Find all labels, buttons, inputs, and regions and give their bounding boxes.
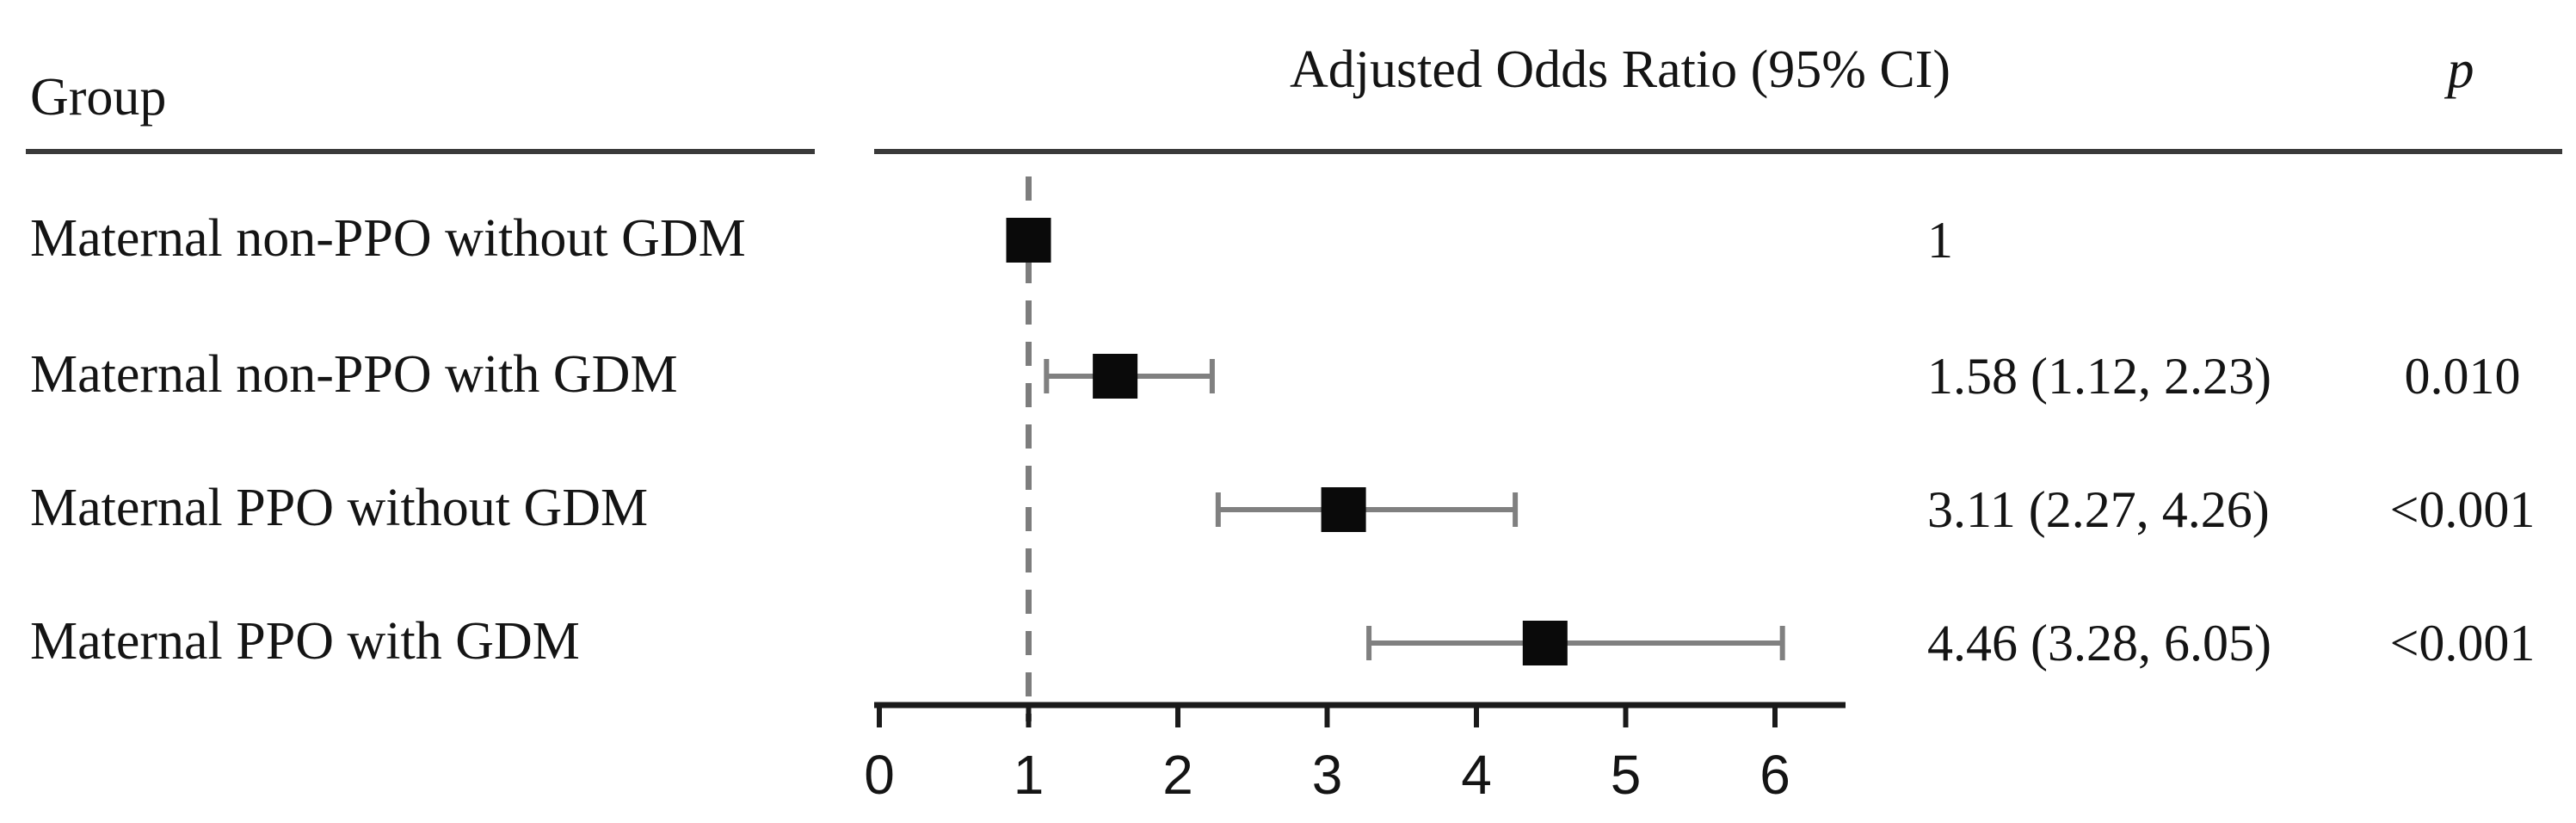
p-column-header: p bbox=[2447, 40, 2474, 99]
or-marker bbox=[1093, 354, 1138, 399]
group-header-rule bbox=[26, 149, 815, 154]
group-column-header: Group bbox=[30, 68, 167, 127]
p-value: <0.001 bbox=[2389, 481, 2536, 538]
or-marker bbox=[1006, 218, 1051, 263]
x-axis-tick-label: 2 bbox=[1162, 744, 1193, 806]
x-axis-tick-label: 0 bbox=[864, 744, 895, 806]
x-axis-tick-label: 3 bbox=[1312, 744, 1343, 806]
row-label: Maternal non-PPO with GDM bbox=[30, 345, 678, 404]
row-label: Maternal PPO with GDM bbox=[30, 612, 580, 671]
x-axis-tick-label: 4 bbox=[1461, 744, 1492, 806]
or-value: 4.46 (3.28, 6.05) bbox=[1927, 615, 2271, 671]
aor-column-header: Adjusted Odds Ratio (95% CI) bbox=[1289, 40, 1951, 99]
x-axis-tick-label: 5 bbox=[1611, 744, 1642, 806]
aor-header-rule bbox=[874, 149, 2562, 154]
x-axis-tick-label: 1 bbox=[1014, 744, 1045, 806]
p-value: 0.010 bbox=[2404, 348, 2521, 405]
x-axis-tick-label: 6 bbox=[1759, 744, 1790, 806]
row-label: Maternal non-PPO without GDM bbox=[30, 209, 746, 268]
or-value: 1.58 (1.12, 2.23) bbox=[1927, 348, 2271, 405]
row-label: Maternal PPO without GDM bbox=[30, 479, 649, 537]
or-marker bbox=[1522, 621, 1568, 665]
or-marker bbox=[1321, 487, 1366, 532]
or-value: 1 bbox=[1927, 212, 1953, 269]
p-value: <0.001 bbox=[2389, 615, 2536, 671]
or-value: 3.11 (2.27, 4.26) bbox=[1927, 481, 2270, 538]
